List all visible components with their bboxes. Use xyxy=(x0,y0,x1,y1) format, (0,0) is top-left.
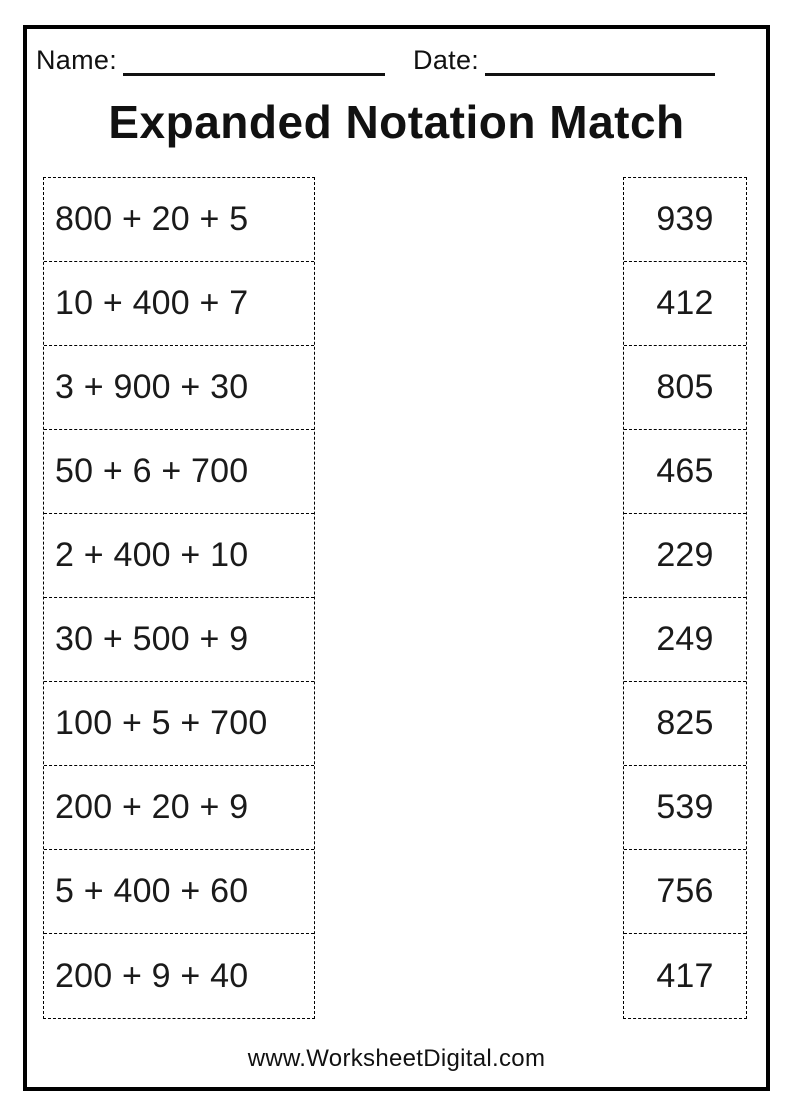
number-card: 249 xyxy=(624,598,746,682)
expression-list: 800 + 20 + 5 10 + 400 + 7 3 + 900 + 30 5… xyxy=(43,177,315,1019)
number-card: 805 xyxy=(624,346,746,430)
name-label: Name: xyxy=(36,45,118,75)
page-title: Expanded Notation Match xyxy=(108,96,685,148)
expression-card: 100 + 5 + 700 xyxy=(44,682,314,766)
expression-card: 200 + 9 + 40 xyxy=(55,956,249,995)
name-blank-line xyxy=(123,49,386,76)
number-card: 939 xyxy=(624,178,746,262)
expression-card: 10 + 400 + 7 xyxy=(44,262,314,346)
website-footer: www.WorksheetDigital.com xyxy=(247,1045,546,1072)
number-card: 539 xyxy=(624,766,746,850)
number-card: 412 xyxy=(624,262,746,346)
expression-card: 50 + 6 + 700 xyxy=(44,430,314,514)
expression-card: 30 + 500 + 9 xyxy=(44,598,314,682)
date-blank-line xyxy=(485,49,716,76)
number-card: 229 xyxy=(624,514,746,598)
number-card: 756 xyxy=(624,850,746,934)
number-card: 825 xyxy=(624,682,746,766)
number-list: 939 412 805 465 229 249 825 539 756 417 xyxy=(623,177,747,1019)
date-label: Date: xyxy=(413,45,480,75)
expression-card: 800 + 20 + 5 xyxy=(44,178,314,262)
expression-card: 2 + 400 + 10 xyxy=(44,514,314,598)
number-card: 417 xyxy=(656,956,714,995)
expression-card: 200 + 20 + 9 xyxy=(44,766,314,850)
expression-card: 5 + 400 + 60 xyxy=(44,850,314,934)
header-row: Name: Date: xyxy=(36,45,736,76)
number-card: 465 xyxy=(624,430,746,514)
expression-card: 3 + 900 + 30 xyxy=(44,346,314,430)
